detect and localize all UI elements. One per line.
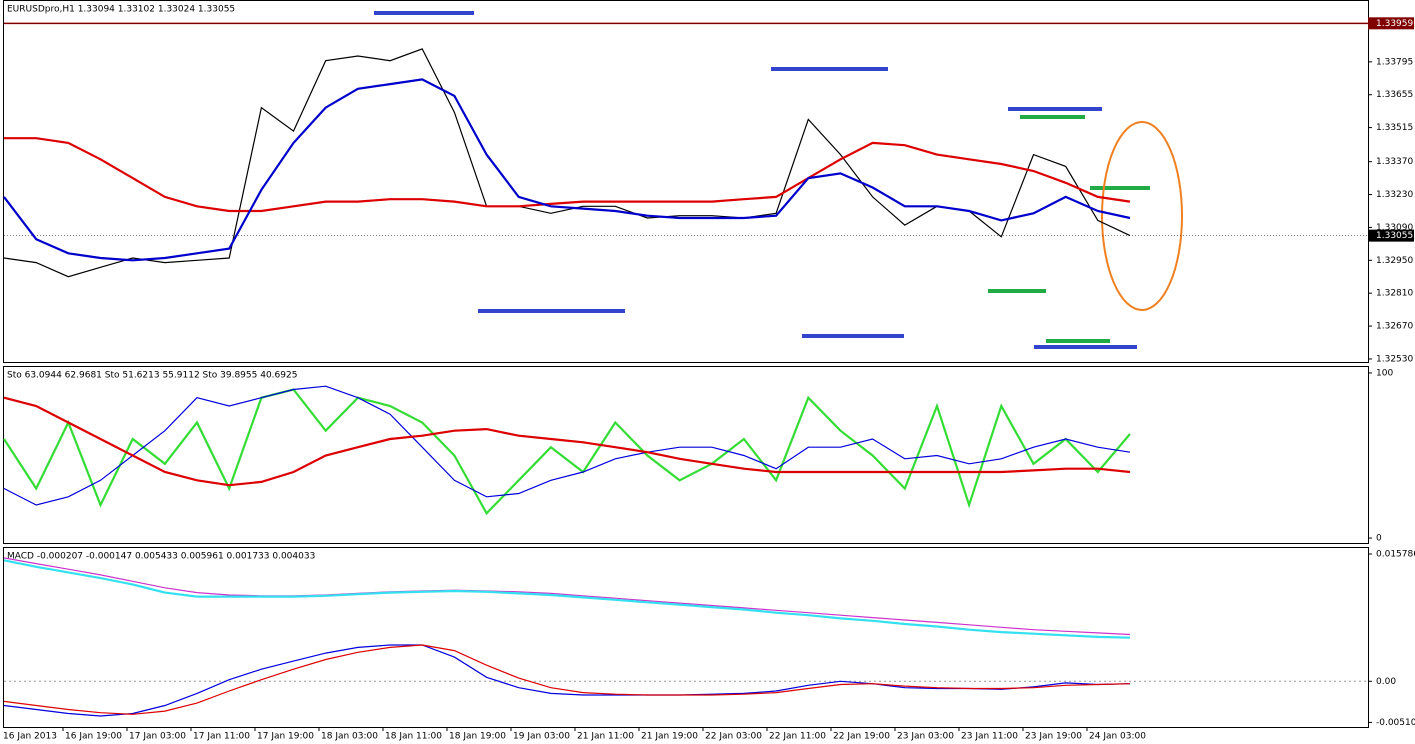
series-line bbox=[3, 557, 1131, 636]
y-tick-label: 0.015786 bbox=[1376, 549, 1415, 559]
y-tick-label: 0.00 bbox=[1376, 677, 1396, 687]
x-tick-label: 19 Jan 03:00 bbox=[513, 732, 570, 742]
series-line bbox=[3, 644, 1131, 715]
main-pane bbox=[3, 0, 1369, 363]
y-tick-label: 1.33795 bbox=[1376, 57, 1413, 67]
y-tick-label: 0 bbox=[1376, 534, 1382, 544]
y-tick-label: 1.32950 bbox=[1376, 256, 1413, 266]
x-tick-label: 16 Jan 2013 bbox=[3, 732, 57, 742]
x-tick-label: 22 Jan 19:00 bbox=[833, 732, 890, 742]
y-tick-label: 1.33230 bbox=[1376, 190, 1413, 200]
price-label: 1.33959 bbox=[1376, 19, 1413, 29]
y-tick-label: 1.32670 bbox=[1376, 322, 1413, 332]
price-label-box bbox=[1368, 229, 1414, 242]
y-tick-label: -0.00510 bbox=[1376, 718, 1415, 728]
y-tick-label: 1.33515 bbox=[1376, 123, 1413, 133]
x-tick-label: 18 Jan 03:00 bbox=[321, 732, 378, 742]
x-tick-label: 22 Jan 03:00 bbox=[705, 732, 762, 742]
y-tick-label: 1.33655 bbox=[1376, 90, 1413, 100]
x-tick-label: 23 Jan 03:00 bbox=[897, 732, 954, 742]
pane-title: MACD -0.000207 -0.000147 0.005433 0.0059… bbox=[7, 552, 315, 562]
series-line bbox=[3, 388, 1131, 516]
pane-title: EURUSDpro,H1 1.33094 1.33102 1.33024 1.3… bbox=[7, 5, 235, 15]
series-line bbox=[3, 559, 1131, 639]
x-tick-label: 24 Jan 03:00 bbox=[1089, 732, 1146, 742]
x-tick-label: 17 Jan 11:00 bbox=[193, 732, 250, 742]
y-tick-label: 1.33090 bbox=[1376, 223, 1413, 233]
sto-pane bbox=[3, 366, 1369, 544]
price-label-box bbox=[1368, 17, 1414, 30]
series-line bbox=[3, 644, 1131, 717]
y-tick-label: 100 bbox=[1376, 368, 1393, 378]
x-tick-label: 17 Jan 19:00 bbox=[257, 732, 314, 742]
series-line bbox=[3, 385, 1131, 506]
x-tick-label: 21 Jan 19:00 bbox=[641, 732, 698, 742]
series-line bbox=[3, 78, 1131, 262]
macd-pane bbox=[3, 547, 1369, 728]
y-tick-label: 1.32530 bbox=[1376, 354, 1413, 364]
x-tick-label: 23 Jan 11:00 bbox=[961, 732, 1018, 742]
highlight-ellipse bbox=[1101, 121, 1183, 311]
x-tick-label: 17 Jan 03:00 bbox=[129, 732, 186, 742]
price-label: 1.33055 bbox=[1376, 231, 1413, 241]
series-line bbox=[3, 396, 1131, 487]
x-tick-label: 18 Jan 11:00 bbox=[385, 732, 442, 742]
x-tick-label: 22 Jan 11:00 bbox=[769, 732, 826, 742]
x-tick-label: 16 Jan 19:00 bbox=[65, 732, 122, 742]
y-tick-label: 1.33370 bbox=[1376, 157, 1413, 167]
x-tick-label: 23 Jan 19:00 bbox=[1025, 732, 1082, 742]
pane-title: Sto 63.0944 62.9681 Sto 51.6213 55.9112 … bbox=[7, 371, 297, 381]
x-tick-label: 21 Jan 11:00 bbox=[577, 732, 634, 742]
y-tick-label: 1.32810 bbox=[1376, 289, 1413, 299]
x-tick-label: 18 Jan 19:00 bbox=[449, 732, 506, 742]
series-line bbox=[4, 137, 1131, 213]
annotations bbox=[374, 11, 1183, 349]
